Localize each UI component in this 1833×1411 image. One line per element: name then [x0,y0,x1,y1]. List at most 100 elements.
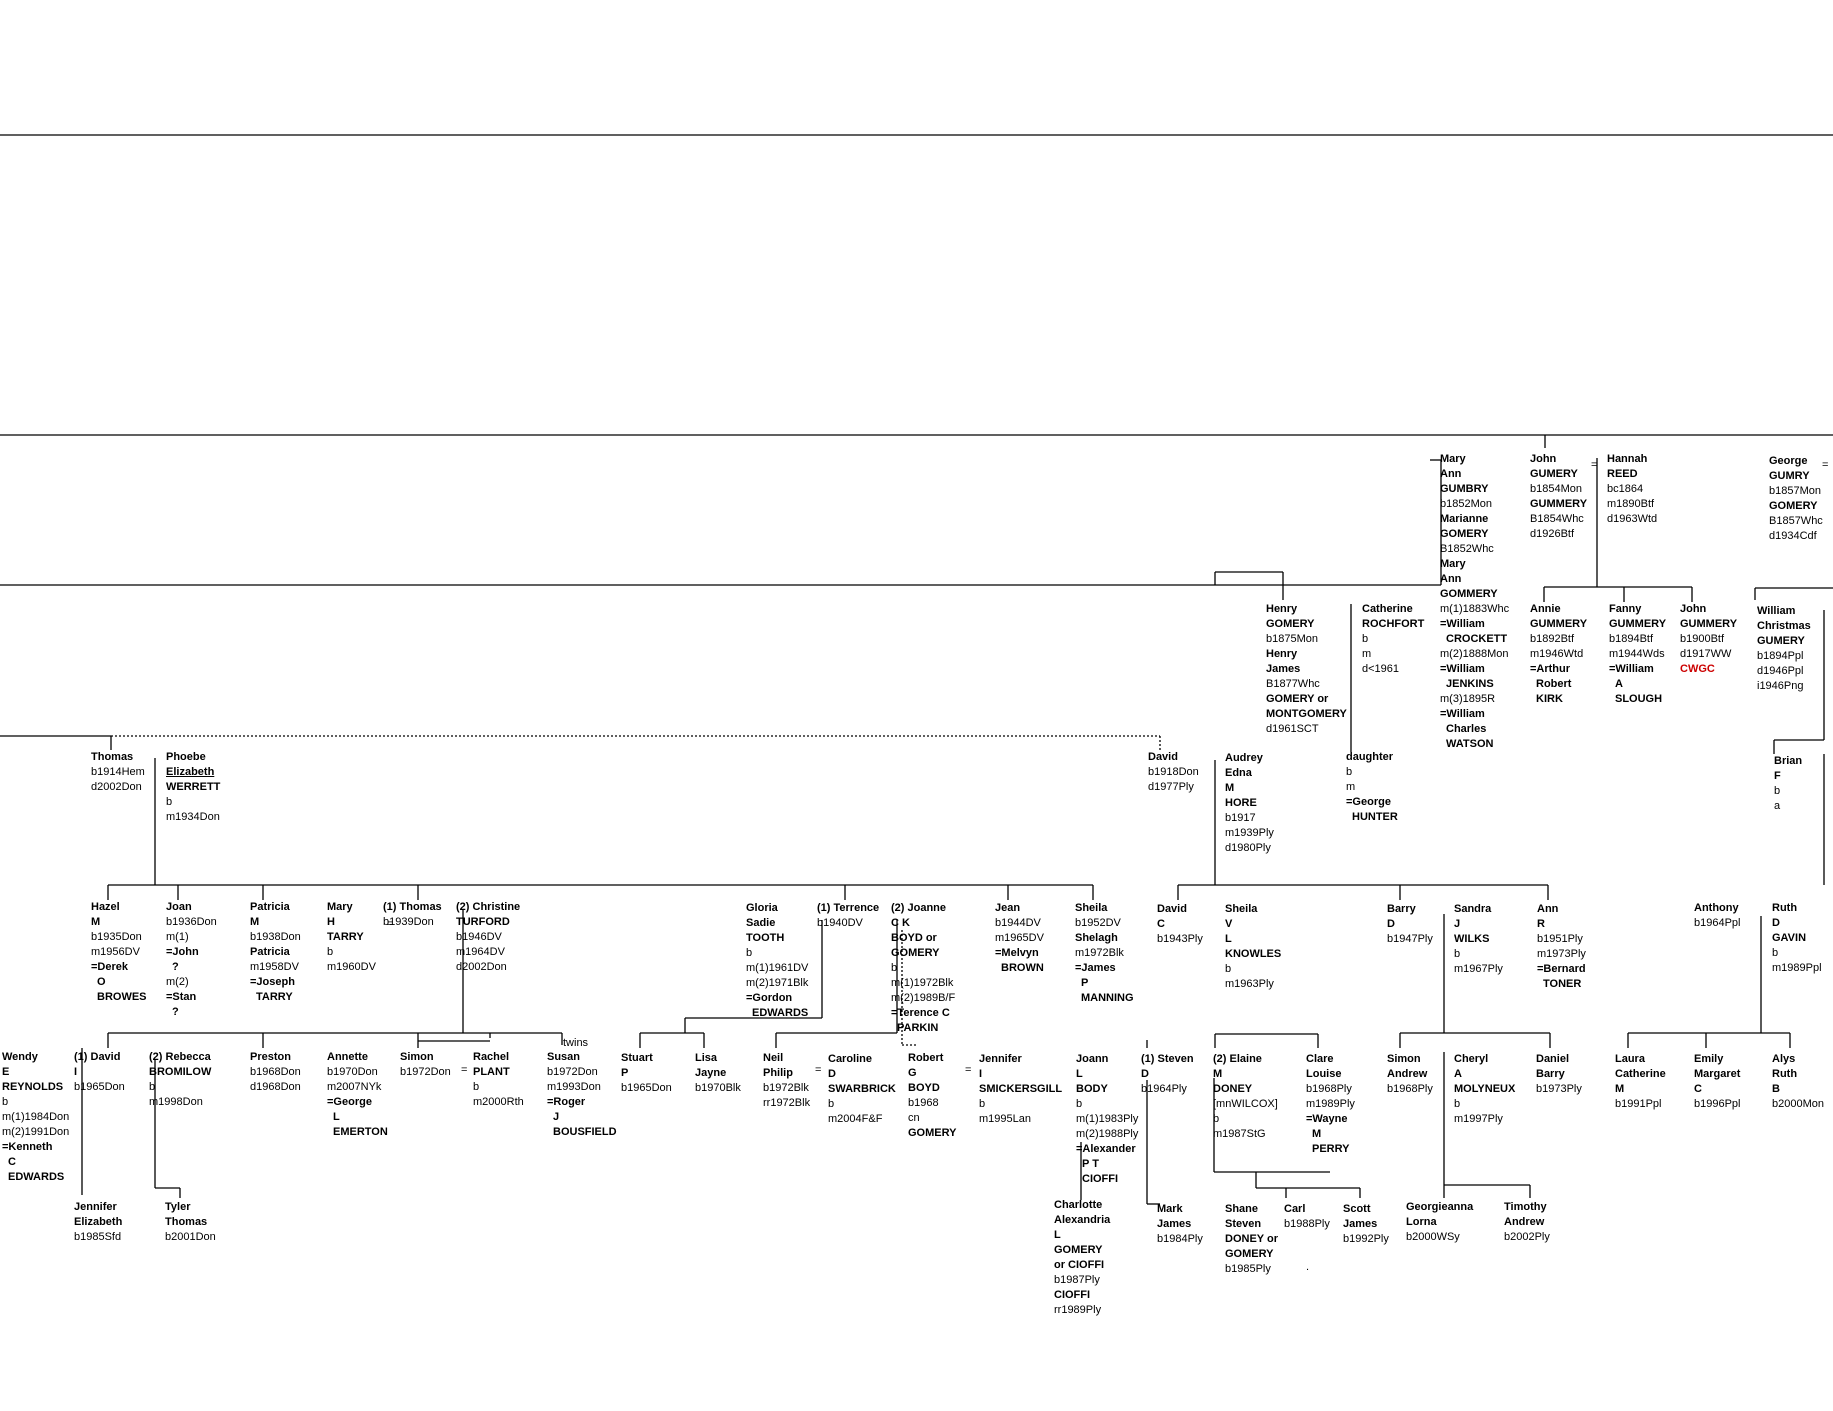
person-detail-line: (1) Thomas [383,901,442,913]
person-detail-line: Clare [1306,1053,1334,1065]
person-detail-line: d2002Don [91,781,142,793]
person-detail-line: Steven [1225,1218,1262,1230]
person-detail-line: L [1054,1229,1061,1241]
person-clare-louise: Clare Louise b1968Ply m1989Ply =Wayne M PERRY [1306,1052,1355,1157]
person-william-christmas: William Christmas GUMERY b1894Ppl d1946Ppl i1… [1757,604,1811,694]
person-detail-line: Wendy [2,1051,38,1063]
person-detail-line: m(2) [166,976,189,988]
person-charlotte: Charlotte Alexandria L GOMERY or CIOFFI b1987… [1054,1198,1110,1318]
person-jennifer-elizabeth: Jennifer Elizabeth b1985Sfd [74,1200,122,1245]
person-detail-line: b1938Don [250,931,301,943]
person-george-gumry: George GUMRY b1857Mon GOMERY B1857Whc d1934Cd… [1769,454,1823,544]
person-detail-line: Joann [1076,1053,1109,1065]
person-detail-line: SMICKERSGILL [979,1083,1063,1095]
person-detail-line: m1956DV [91,946,140,958]
person-detail-line: m(1)1961DV [746,962,809,974]
person-ruth-gavin: Ruth D GAVIN b m1989Ppl [1772,901,1822,976]
person-detail-line: =Bernard [1537,963,1586,975]
person-detail-line: William [1757,605,1796,617]
person-phoebe-werrett: Phoebe Elizabeth WERRETT b m1934Don [166,750,220,825]
person-detail-line: GOMMERY [1440,588,1498,600]
person-detail-line: Elizabeth [166,766,215,778]
person-detail-line: I [979,1068,983,1080]
person-detail-line: WERRETT [166,781,221,793]
person-detail-line: b1940DV [817,917,863,929]
person-detail-line: Catherine [1615,1068,1666,1080]
person-detail-line: b1970Blk [695,1082,741,1094]
person-detail-line: Andrew [1387,1068,1428,1080]
person-detail-line: EMERTON [333,1126,388,1138]
person-detail-line: m1960DV [327,961,376,973]
marriage-equals-marker: = [965,1064,972,1076]
marriage-equals-marker: = [1822,459,1829,471]
person-detail-line: E [2,1066,10,1078]
person-detail-line: Sadie [746,917,776,929]
person-detail-line: Mary [1440,558,1466,570]
person-detail-line: Phoebe [166,751,206,763]
person-john-gumery: John GUMERY b1854Mon GUMMERY B1854Whc d1926Bt… [1530,452,1587,542]
person-sandra-wilks: Sandra J WILKS b m1967Ply [1454,902,1503,977]
person-detail-line: I [74,1066,78,1078]
person-gloria-tooth: Gloria Sadie TOOTH b m(1)1961DV m(2)1971Blk =G… [746,901,808,1021]
person-detail-line: G [908,1067,917,1079]
person-daniel-barry: Daniel Barry b1973Ply [1536,1052,1582,1097]
person-detail-line: PARKIN [897,1022,939,1034]
person-detail-line: (2) Rebecca [149,1051,211,1063]
person-detail-line: d1980Ply [1225,842,1271,854]
person-detail-line: m1958DV [250,961,299,973]
person-detail-line: m(2)1971Blk [746,977,809,989]
person-detail-line: H [327,916,335,928]
person-detail-line: Ann [1537,903,1559,915]
person-detail-line: CIOFFI [1082,1173,1119,1185]
person-detail-line: GOMERY or [1266,693,1329,705]
person-detail-line: b1936Don [166,916,217,928]
person-detail-line: m2007NYk [327,1081,382,1093]
person-detail-line: m(3)1895R [1440,693,1496,705]
person-sheila-1952: Sheila b1952DV Shelagh m1972Blk =James P MANNI… [1075,901,1134,1006]
person-detail-line: b [828,1098,835,1110]
person-detail-line: PLANT [473,1066,510,1078]
person-detail-line: C [1157,918,1165,930]
person-detail-line: HUNTER [1352,811,1398,823]
person-detail-line: MONTGOMERY [1266,708,1347,720]
person-detail-line: b1852Mon [1440,498,1492,510]
person-detail-line: James [1157,1218,1192,1230]
person-detail-line: TONER [1543,978,1582,990]
person-annette: Annette b1970Don m2007NYk =George L EMERTON [327,1050,388,1140]
person-detail-line: b1972Don [547,1066,598,1078]
person-detail-line: m(1)1983Ply [1076,1113,1139,1125]
person-detail-line: Audrey [1225,752,1263,764]
person-detail-line: m1993Don [547,1081,601,1093]
person-detail-line: Joan [166,901,192,913]
person-detail-line: Charlotte [1054,1199,1103,1211]
person-detail-line: d1961SCT [1266,723,1319,735]
person-detail-line: J [553,1111,560,1123]
person-detail-line: b [327,946,334,958]
person-detail-line: b1972Don [400,1066,451,1078]
person-simon-andrew: Simon Andrew b1968Ply [1387,1052,1433,1097]
person-detail-line: GUMMERY [1609,618,1667,630]
person-detail-line: =George [1346,796,1391,808]
person-detail-line: CROCKETT [1446,633,1508,645]
person-detail-line: =Kenneth [2,1141,53,1153]
person-detail-line: m2000Rth [473,1096,524,1108]
person-detail-line: WILKS [1454,933,1490,945]
person-simon-1972: Simon b1972Don [400,1050,451,1080]
person-detail-line: Tyler [165,1201,191,1213]
person-detail-line: b1991Ppl [1615,1098,1662,1110]
person-detail-line: BOUSFIELD [553,1126,617,1138]
person-detail-line: Lisa [695,1052,718,1064]
person-detail-line: b1947Ply [1387,933,1433,945]
person-detail-line: m1963Ply [1225,978,1274,990]
person-detail-line: GUMMERY [1530,498,1588,510]
person-annie-gummery: Annie GUMMERY b1892Btf m1946Wtd =Arthur Rober… [1530,602,1587,707]
person-detail-line: L [333,1111,340,1123]
person-detail-line: d2002Don [456,961,507,973]
person-detail-line: m [1346,781,1356,793]
person-detail-line: m1989Ppl [1772,962,1822,974]
person-detail-line: Henry [1266,603,1298,615]
person-detail-line: Thomas [91,751,134,763]
person-detail-line: John [1680,603,1707,615]
